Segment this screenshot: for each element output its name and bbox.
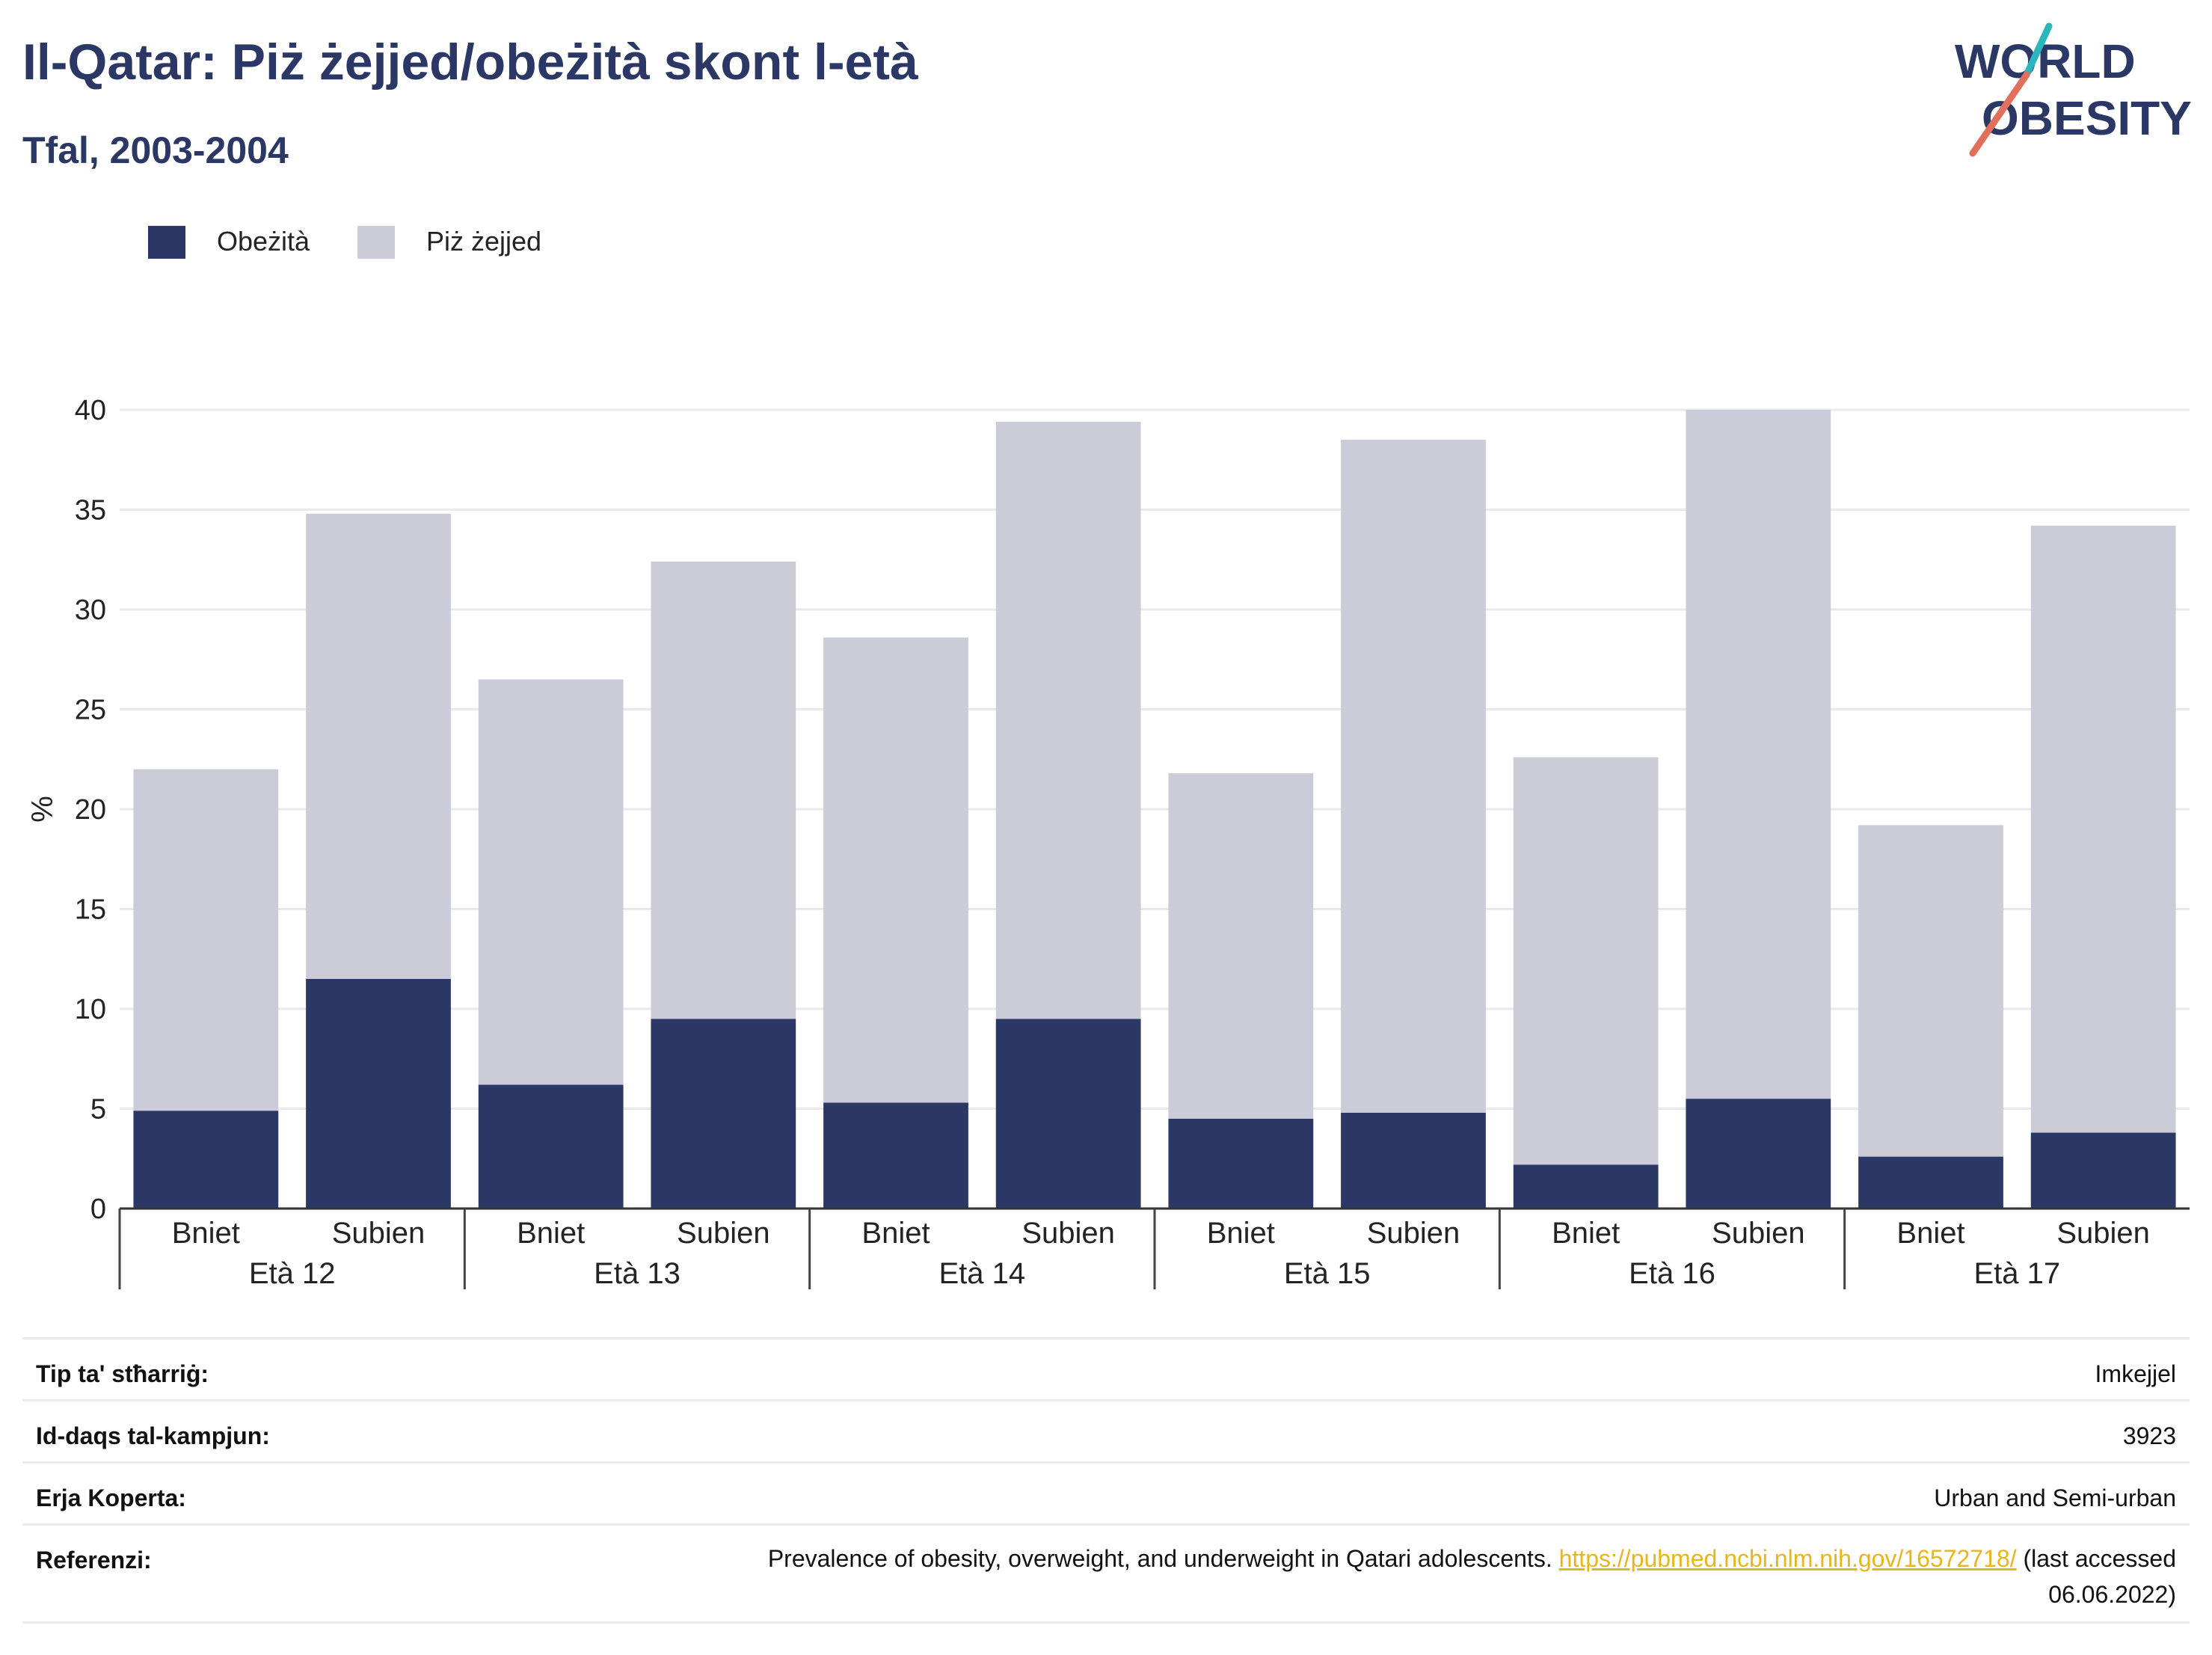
- survey-info-table: Tip ta' stħarriġ: Imkejjel Id-daqs tal-k…: [22, 1337, 2190, 1624]
- y-tick-label: 5: [90, 1094, 106, 1126]
- info-row-sample-size: Id-daqs tal-kampjun: 3923: [22, 1401, 2190, 1464]
- y-tick-label: 25: [75, 695, 106, 726]
- legend-label-overweight: Piż żejjed: [426, 226, 542, 257]
- chart-subtitle: Tfal, 2003-2004: [22, 129, 289, 171]
- bar-obesity: [1168, 1118, 1314, 1209]
- bar-overweight: [306, 513, 451, 979]
- logo-line2: OBESITY: [1982, 91, 2192, 145]
- bar-obesity: [2030, 1132, 2176, 1209]
- bar-obesity: [823, 1102, 968, 1209]
- group-label: Età 15: [1284, 1257, 1371, 1290]
- reference-link[interactable]: https://pubmed.ncbi.nlm.nih.gov/16572718…: [1558, 1545, 2017, 1572]
- bar-overweight: [1168, 773, 1314, 1119]
- x-tick-label: Subien: [332, 1217, 425, 1250]
- info-value: Imkejjel: [2095, 1360, 2176, 1387]
- bar-overweight: [1858, 825, 2003, 1157]
- info-key: Id-daqs tal-kampjun:: [36, 1422, 270, 1449]
- bar-obesity: [995, 1019, 1141, 1209]
- x-tick-label: Subien: [1367, 1217, 1460, 1250]
- x-tick-label: Bniet: [517, 1217, 585, 1250]
- y-tick-label: 30: [75, 595, 106, 626]
- info-key: Referenzi:: [36, 1547, 152, 1573]
- bar-obesity: [133, 1111, 279, 1209]
- y-tick-label: 35: [75, 495, 106, 526]
- group-label: Età 13: [594, 1257, 681, 1290]
- info-row-area-covered: Erja Koperta: Urban and Semi-urban: [22, 1464, 2190, 1526]
- bar-overweight: [133, 769, 279, 1111]
- bar-overweight: [1341, 440, 1486, 1113]
- bar-overweight: [1686, 410, 1831, 1099]
- y-tick-label: 20: [75, 794, 106, 826]
- reference-text: Prevalence of obesity, overweight, and u…: [767, 1545, 1552, 1572]
- x-tick-label: Subien: [677, 1217, 770, 1250]
- x-tick-label: Bniet: [861, 1217, 930, 1250]
- bar-overweight: [1513, 757, 1659, 1165]
- info-value: Urban and Semi-urban: [1934, 1484, 2176, 1511]
- bar-obesity: [478, 1084, 624, 1209]
- info-key: Erja Koperta:: [36, 1484, 186, 1511]
- bar-obesity: [1341, 1112, 1486, 1209]
- bar-obesity: [306, 978, 451, 1209]
- reference-date: 06.06.2022): [2048, 1581, 2176, 1608]
- bar-overweight: [651, 561, 796, 1019]
- y-tick-label: 0: [90, 1194, 106, 1225]
- info-value: 3923: [2122, 1422, 2176, 1449]
- y-tick-label: 40: [75, 395, 106, 426]
- bar-chart: 0 5 10 15 20 25 30 35 40% Bniet Subien Bniet Subien B…: [26, 395, 2190, 1290]
- group-label: Età 17: [1974, 1257, 2061, 1290]
- x-tick-label: Subien: [2056, 1217, 2150, 1250]
- group-label: Età 12: [249, 1257, 336, 1290]
- bar-obesity: [651, 1019, 796, 1209]
- info-key: Tip ta' stħarriġ:: [36, 1360, 209, 1387]
- legend-label-obesity: Obeżità: [217, 226, 310, 257]
- x-tick-label: Bniet: [1207, 1217, 1275, 1250]
- reference-value: Prevalence of obesity, overweight, and u…: [768, 1541, 2176, 1612]
- world-obesity-logo: WORLD OBESITY: [1944, 22, 2199, 157]
- x-tick-label: Bniet: [1552, 1217, 1620, 1250]
- x-tick-label: Subien: [1712, 1217, 1805, 1250]
- chart-title: Il-Qatar: Piż żejjed/obeżità skont l-età: [22, 34, 918, 90]
- group-label: Età 16: [1629, 1257, 1715, 1290]
- legend-swatch-obesity: [148, 226, 185, 259]
- bar-overweight: [823, 637, 968, 1103]
- info-row-reference: Referenzi: Prevalence of obesity, overwe…: [22, 1526, 2190, 1624]
- bar-obesity: [1513, 1164, 1659, 1209]
- bar-overweight: [995, 422, 1141, 1019]
- bar-obesity: [1858, 1156, 2003, 1209]
- y-tick-label: 10: [75, 994, 106, 1025]
- bar-overweight: [2030, 525, 2176, 1133]
- reference-suffix: (last accessed: [2023, 1545, 2176, 1572]
- y-tick-label: 15: [75, 894, 106, 926]
- legend-swatch-overweight: [357, 226, 395, 259]
- x-tick-label: Bniet: [1896, 1217, 1964, 1250]
- bar-obesity: [1686, 1099, 1831, 1209]
- x-tick-label: Subien: [1021, 1217, 1115, 1250]
- group-label: Età 14: [939, 1257, 1026, 1290]
- y-axis-label: %: [26, 796, 59, 823]
- info-row-survey-type: Tip ta' stħarriġ: Imkejjel: [22, 1339, 2190, 1401]
- x-tick-label: Bniet: [172, 1217, 240, 1250]
- logo-line1: WORLD: [1955, 34, 2136, 88]
- bar-overweight: [478, 679, 624, 1085]
